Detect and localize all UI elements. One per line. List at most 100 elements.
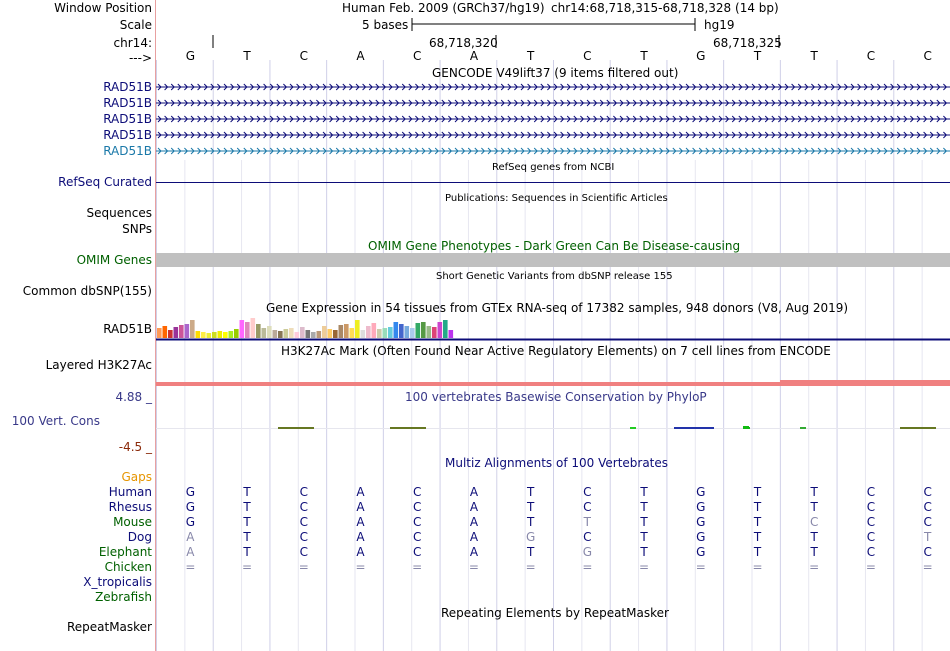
- track-label-column: Window Position Scale chr14: ---> RAD51B…: [0, 0, 155, 651]
- species-label-xtropicalis[interactable]: X_tropicalis: [83, 575, 152, 589]
- alignment-base: T: [243, 515, 251, 529]
- alignment-base: A: [469, 485, 479, 499]
- species-label-rhesus[interactable]: Rhesus: [108, 500, 152, 514]
- gtex-tissue-bar: [184, 324, 190, 338]
- phylop-score-mark: [800, 427, 806, 429]
- gencode-strand-chevrons: [157, 115, 948, 123]
- common-dbsnp-label[interactable]: Common dbSNP(155): [22, 284, 152, 298]
- alignment-base: A: [356, 515, 365, 529]
- gtex-tissue-bar: [201, 332, 206, 338]
- alignment-base: T: [810, 485, 818, 499]
- alignment-base: C: [583, 500, 592, 514]
- alignment-base: T: [526, 500, 535, 514]
- sequences-label[interactable]: Sequences: [86, 206, 152, 220]
- alignment-base: A: [469, 515, 479, 529]
- species-label-dog[interactable]: Dog: [127, 530, 152, 544]
- species-label-human[interactable]: Human: [108, 485, 152, 499]
- phylop-score-mark: [674, 427, 714, 429]
- omim-label[interactable]: OMIM Genes: [76, 253, 152, 267]
- h3k27ac-signal-peak: [780, 380, 950, 386]
- alignment-base: C: [299, 515, 308, 529]
- gencode-strand-chevrons: [157, 83, 948, 91]
- alignment-base: A: [356, 530, 365, 544]
- snps-label[interactable]: SNPs: [122, 222, 152, 236]
- sequence-base: T: [640, 49, 648, 63]
- refseq-label[interactable]: RefSeq Curated: [58, 175, 152, 189]
- gtex-tissue-bar: [437, 322, 443, 338]
- alignment-base: C: [866, 515, 876, 529]
- alignment-base: =: [922, 560, 933, 574]
- alignment-base: T: [810, 545, 818, 559]
- gencode-track[interactable]: [156, 83, 950, 155]
- label-divider: [155, 0, 156, 651]
- alignment-base: C: [923, 515, 932, 529]
- gtex-tissue-bar: [421, 322, 426, 338]
- species-label-zebrafish[interactable]: Zebrafish: [95, 590, 152, 604]
- alignment-base: T: [640, 515, 648, 529]
- gtex-tissue-bar: [311, 332, 316, 338]
- alignment-base: C: [866, 545, 876, 559]
- phylop-track[interactable]: [156, 426, 950, 429]
- gtex-tissue-bar: [399, 324, 404, 338]
- alignment-base: C: [413, 545, 422, 559]
- alignment-base: T: [753, 515, 762, 529]
- alignment-base: C: [923, 485, 932, 499]
- alignment-base: G: [582, 545, 592, 559]
- gtex-tissue-bar: [206, 333, 212, 338]
- alignment-base: =: [639, 560, 650, 574]
- alignment-base: G: [185, 485, 195, 499]
- scale-text: 5 bases: [362, 18, 409, 32]
- gtex-tissue-bar: [179, 325, 184, 338]
- gtex-tissue-bar: [404, 326, 410, 338]
- alignment-base: C: [923, 545, 932, 559]
- scale-label: Scale: [119, 18, 152, 32]
- alignment-base: T: [753, 500, 762, 514]
- sequence-base: T: [526, 49, 535, 63]
- h3k27ac-title: H3K27Ac Mark (Often Found Near Active Re…: [281, 344, 831, 358]
- gencode-label-5[interactable]: RAD51B: [103, 144, 152, 158]
- sequence-base: T: [753, 49, 762, 63]
- gtex-tissue-bar: [415, 323, 421, 338]
- species-label-mouse[interactable]: Mouse: [113, 515, 152, 529]
- gencode-label-4[interactable]: RAD51B: [103, 128, 152, 142]
- phylop-track-label[interactable]: 100 Vert. Cons: [11, 414, 100, 428]
- phylop-title: 100 vertebrates Basewise Conservation by…: [405, 390, 707, 404]
- gtex-tissue-bar: [371, 323, 377, 338]
- sequence-base: A: [356, 49, 365, 63]
- gtex-track[interactable]: [156, 318, 950, 341]
- gencode-strand-chevrons: [157, 147, 948, 155]
- gtex-tissue-bar: [388, 327, 393, 338]
- alignment-base: C: [299, 500, 308, 514]
- alignment-base: T: [810, 530, 818, 544]
- sequence-base: C: [866, 49, 876, 63]
- track-canvas: [156, 18, 950, 651]
- h3k27ac-signal: [156, 382, 950, 386]
- gtex-tissue-bar: [349, 328, 355, 338]
- repeatmasker-label[interactable]: RepeatMasker: [66, 620, 152, 634]
- publications-title: Publications: Sequences in Scientific Ar…: [445, 193, 668, 204]
- gencode-label-2[interactable]: RAD51B: [103, 96, 152, 110]
- gtex-tissue-bar: [443, 320, 448, 338]
- species-label-chicken[interactable]: Chicken: [104, 560, 152, 574]
- gtex-tissue-bar: [267, 326, 272, 338]
- alignment-base: C: [413, 485, 422, 499]
- h3k27ac-label[interactable]: Layered H3K27Ac: [45, 358, 152, 372]
- gtex-tissue-bar: [168, 330, 173, 338]
- alignment-base: =: [865, 560, 876, 574]
- alignment-base: G: [696, 515, 706, 529]
- alignment-base: =: [298, 560, 309, 574]
- phylop-score-mark: [390, 427, 426, 429]
- sequence-base: T: [810, 49, 818, 63]
- gaps-label[interactable]: Gaps: [121, 470, 152, 484]
- gtex-tissue-bar: [190, 320, 195, 338]
- gtex-tissue-bar: [245, 322, 250, 338]
- alignment-base: A: [356, 500, 365, 514]
- gtex-gene-label[interactable]: RAD51B: [103, 322, 152, 336]
- alignment-base: C: [866, 530, 876, 544]
- phylop-score-mark: [278, 427, 314, 429]
- gencode-label-3[interactable]: RAD51B: [103, 112, 152, 126]
- species-label-elephant[interactable]: Elephant: [98, 545, 152, 559]
- alignment-base: A: [469, 530, 479, 544]
- gencode-label-1[interactable]: RAD51B: [103, 80, 152, 94]
- alignment-base: T: [640, 500, 648, 514]
